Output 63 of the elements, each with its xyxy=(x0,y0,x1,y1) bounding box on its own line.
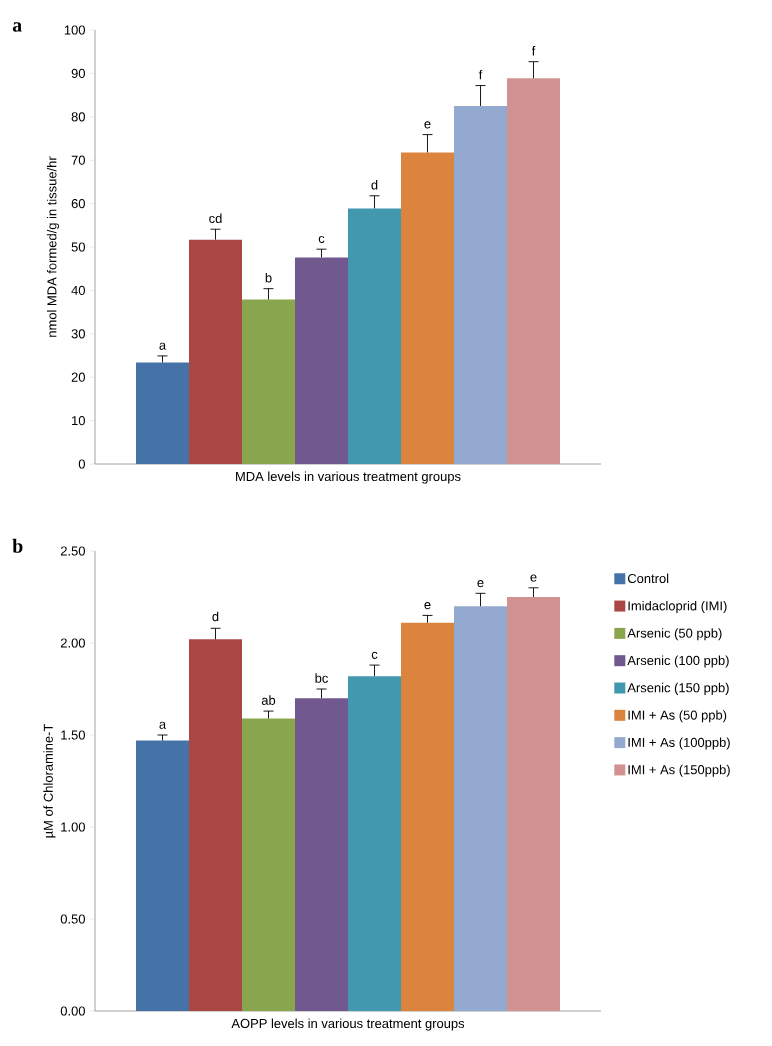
bar xyxy=(507,597,560,1012)
annotation: c xyxy=(371,651,378,659)
annotation: ab xyxy=(261,695,276,705)
annotation: bc xyxy=(315,673,328,683)
annotation: e xyxy=(530,574,537,582)
y-tick-label: 2.50 xyxy=(60,546,85,556)
y-tick-label: 50 xyxy=(71,242,85,252)
y-tick-label: 70 xyxy=(71,155,85,165)
legend-label: IMI + As (50 ppb) xyxy=(628,710,727,723)
annotation: f xyxy=(531,46,536,56)
annotation: b xyxy=(265,272,272,283)
legend-label: Arsenic (150 ppb) xyxy=(627,682,729,695)
y-tick-label: 30 xyxy=(71,329,85,339)
annotation: d xyxy=(371,180,378,190)
x-axis-title: MDA levels in various treatment groups xyxy=(236,471,461,484)
bar xyxy=(242,299,295,465)
y-axis-title: µM of Chloramine-T xyxy=(43,723,56,838)
bar xyxy=(136,362,189,465)
annotation: e xyxy=(424,602,431,610)
x-axis-title: AOPP levels in various treatment groups xyxy=(231,1018,465,1031)
bar xyxy=(401,622,454,1012)
legend-label: Arsenic (50 ppb) xyxy=(627,628,722,641)
y-tick-label: 1.00 xyxy=(61,822,85,832)
bar xyxy=(189,239,242,465)
bar xyxy=(242,718,295,1012)
y-tick-label: 0 xyxy=(78,459,85,469)
legend-label: Imidacloprid (IMI) xyxy=(628,600,727,613)
y-tick-label: 0.50 xyxy=(60,914,85,924)
annotation: a xyxy=(159,721,167,729)
y-tick-label: 20 xyxy=(71,372,85,382)
bar xyxy=(454,606,507,1012)
bar xyxy=(348,208,401,465)
bar xyxy=(401,152,454,465)
annotation: e xyxy=(424,121,431,129)
y-tick-label: 0.00 xyxy=(60,1006,85,1016)
y-tick-label: 100 xyxy=(64,25,85,35)
chart-title: a xyxy=(12,22,22,32)
y-tick-label: 2.00 xyxy=(60,638,85,648)
y-tick-label: 1.50 xyxy=(61,730,85,740)
y-axis-title: nmol MDA formed/g in tissue/hr xyxy=(46,156,60,337)
bar xyxy=(454,105,507,465)
y-tick-label: 90 xyxy=(71,68,85,78)
legend-label: Arsenic (100 ppb) xyxy=(627,655,729,668)
bar xyxy=(507,78,560,465)
annotation: cd xyxy=(209,213,222,224)
annotation: a xyxy=(159,342,167,350)
y-tick-label: 60 xyxy=(71,199,85,209)
bar xyxy=(136,740,189,1012)
legend-label: Control xyxy=(627,573,669,584)
y-tick-label: 80 xyxy=(71,112,85,122)
annotation: e xyxy=(477,580,484,588)
legend-label: IMI + As (150ppb) xyxy=(628,764,730,777)
bar xyxy=(189,639,242,1012)
bar xyxy=(295,257,348,465)
chart-title: b xyxy=(12,538,23,553)
annotation: f xyxy=(478,69,483,80)
annotation: c xyxy=(318,235,325,243)
bar xyxy=(295,698,348,1012)
legend-label: IMI + As (100ppb) xyxy=(628,737,730,750)
annotation: d xyxy=(212,611,219,622)
y-tick-label: 10 xyxy=(72,416,85,426)
bar xyxy=(348,676,401,1012)
y-tick-label: 40 xyxy=(71,285,85,295)
